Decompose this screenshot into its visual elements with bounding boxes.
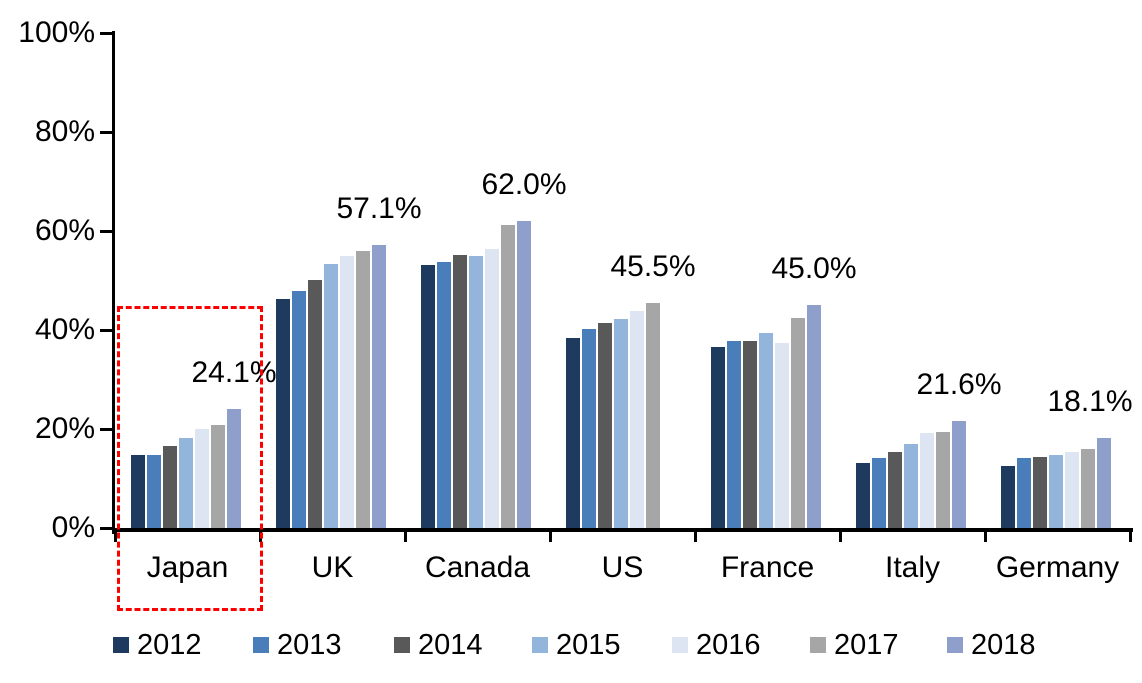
x-axis-tick xyxy=(839,532,842,542)
category-label-france: France xyxy=(720,551,815,584)
bar-uk-2016 xyxy=(340,255,354,528)
bar-canada-2016 xyxy=(485,248,499,528)
bar-japan-2018 xyxy=(227,408,241,528)
x-axis-tick xyxy=(694,532,697,542)
bar-france-2014 xyxy=(743,341,757,528)
bar-italy-2012 xyxy=(856,462,870,528)
bar-us-2016 xyxy=(630,311,644,528)
y-axis-tick-60 xyxy=(100,230,112,233)
bar-uk-2012 xyxy=(276,298,290,528)
legend-swatch-2015 xyxy=(532,637,548,653)
data-label-germany: 18.1% xyxy=(1047,385,1133,419)
legend-label-2014: 2014 xyxy=(418,629,483,661)
data-label-italy: 21.6% xyxy=(916,368,1002,402)
bar-uk-2013 xyxy=(292,290,306,528)
bar-italy-2018 xyxy=(952,421,966,528)
bar-italy-2014 xyxy=(888,451,902,528)
highlight-box-japan xyxy=(117,306,263,611)
bar-japan-2013 xyxy=(147,454,161,528)
bar-uk-2017 xyxy=(356,250,370,528)
bar-canada-2018 xyxy=(517,221,531,528)
bar-germany-2013 xyxy=(1017,457,1031,528)
bar-germany-2014 xyxy=(1033,456,1047,528)
legend-label-2018: 2018 xyxy=(971,629,1036,661)
bar-canada-2015 xyxy=(469,256,483,528)
bar-uk-2018 xyxy=(372,245,386,528)
bar-italy-2013 xyxy=(872,457,886,528)
bar-japan-2014 xyxy=(163,445,177,528)
data-label-uk: 57.1% xyxy=(336,192,422,226)
bar-germany-2017 xyxy=(1081,449,1095,528)
y-axis-tick-0 xyxy=(100,527,112,530)
bar-france-2016 xyxy=(775,343,789,528)
bar-germany-2018 xyxy=(1097,438,1111,528)
bar-uk-2014 xyxy=(308,280,322,528)
bar-japan-2016 xyxy=(195,429,209,528)
bar-us-2013 xyxy=(582,329,596,528)
bar-italy-2015 xyxy=(904,444,918,528)
legend-label-2017: 2017 xyxy=(834,629,899,661)
bar-germany-2012 xyxy=(1001,465,1015,528)
bar-japan-2012 xyxy=(131,455,145,528)
legend-swatch-2016 xyxy=(672,637,688,653)
bar-germany-2015 xyxy=(1049,454,1063,528)
legend-label-2016: 2016 xyxy=(696,629,761,661)
y-axis-tick-80 xyxy=(100,131,112,134)
y-axis-label-80: 80% xyxy=(34,115,95,148)
y-axis-label-40: 40% xyxy=(34,313,95,346)
x-axis-tick xyxy=(404,532,407,542)
category-label-us: US xyxy=(601,551,644,584)
bar-canada-2013 xyxy=(437,262,451,528)
legend-label-2012: 2012 xyxy=(137,629,202,661)
bar-canada-2014 xyxy=(453,255,467,528)
bar-france-2013 xyxy=(727,341,741,528)
y-axis-tick-100 xyxy=(100,32,112,35)
x-axis-line xyxy=(112,528,1133,532)
data-label-france: 45.0% xyxy=(771,252,857,286)
legend-swatch-2013 xyxy=(253,637,269,653)
bar-france-2018 xyxy=(807,305,821,528)
y-axis-line xyxy=(112,31,115,534)
category-label-italy: Italy xyxy=(884,551,941,584)
bar-us-2017 xyxy=(646,302,660,528)
legend-label-2015: 2015 xyxy=(556,629,621,661)
data-label-canada: 62.0% xyxy=(481,168,567,202)
legend-swatch-2014 xyxy=(394,637,410,653)
x-axis-tick xyxy=(1129,532,1132,542)
y-axis-tick-40 xyxy=(100,329,112,332)
bar-japan-2017 xyxy=(211,424,225,528)
bar-france-2012 xyxy=(711,346,725,528)
x-axis-tick xyxy=(549,532,552,542)
bar-us-2015 xyxy=(614,318,628,528)
legend-swatch-2012 xyxy=(113,637,129,653)
bar-canada-2012 xyxy=(421,265,435,528)
category-label-germany: Germany xyxy=(995,551,1120,584)
y-axis-label-60: 60% xyxy=(34,214,95,247)
bar-japan-2015 xyxy=(179,438,193,528)
y-axis-label-0: 0% xyxy=(51,511,95,544)
bar-us-2014 xyxy=(598,323,612,528)
bar-canada-2017 xyxy=(501,224,515,528)
bar-us-2012 xyxy=(566,337,580,528)
data-label-us: 45.5% xyxy=(610,249,696,283)
bar-france-2017 xyxy=(791,318,805,528)
y-axis-label-20: 20% xyxy=(34,412,95,445)
x-axis-tick xyxy=(984,532,987,542)
bar-italy-2016 xyxy=(920,433,934,528)
legend-swatch-2018 xyxy=(947,637,963,653)
legend-label-2013: 2013 xyxy=(277,629,342,661)
y-axis-label-100: 100% xyxy=(18,16,95,49)
bar-uk-2015 xyxy=(324,263,338,528)
bar-france-2015 xyxy=(759,333,773,528)
category-label-japan: Japan xyxy=(146,551,229,584)
y-axis-tick-20 xyxy=(100,428,112,431)
legend-swatch-2017 xyxy=(810,637,826,653)
x-axis-tick xyxy=(114,532,117,542)
category-label-canada: Canada xyxy=(424,551,531,584)
category-label-uk: UK xyxy=(311,551,354,584)
bar-germany-2016 xyxy=(1065,451,1079,528)
bar-italy-2017 xyxy=(936,431,950,528)
